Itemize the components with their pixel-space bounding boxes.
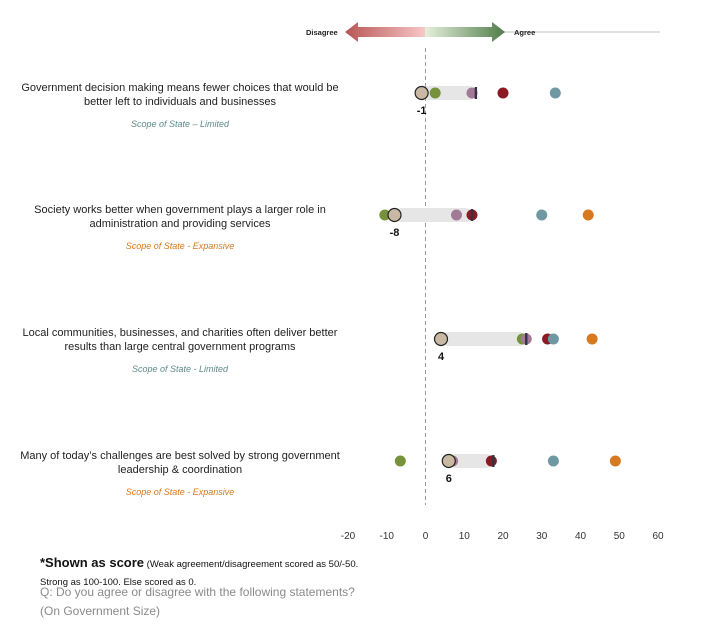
data-point [394,455,406,467]
data-point [536,209,548,221]
row-3: 4 [433,331,598,363]
x-tick-label: 20 [497,531,509,542]
highlight-value-label: -8 [390,227,400,239]
highlight-value-label: 4 [438,351,445,363]
data-point [485,455,497,467]
data-point [451,209,462,221]
highlight-point [433,331,449,347]
statement-4-category: Scope of State - Expansive [125,487,235,497]
statement-2-text: Society works better when government pla… [34,204,326,230]
statement-1: Government decision making means fewer c… [20,81,340,131]
x-tick-label: 10 [459,531,471,542]
bar-end-marker [474,87,478,99]
range-bar [441,332,527,346]
data-point [586,333,598,345]
statement-3-text: Local communities, businesses, and chari… [22,327,338,353]
highlight-value-label: -1 [417,105,427,117]
footnote-line-2: Strong as 100-100. Else scored as 0. [40,577,197,588]
agree-disagree-legend: Disagree Agree [306,22,660,42]
x-tick-label: -20 [341,531,356,542]
survey-question: Q: Do you agree or disagree with the fol… [40,583,355,621]
bar-end-marker [492,455,495,467]
disagree-arrow [345,22,425,42]
row-4: 6 [394,453,621,485]
statement-2: Society works better when government pla… [20,203,340,253]
x-tick-label: -10 [380,531,395,542]
footnote-line-1: (Weak agreement/disagreement scored as 5… [144,559,359,570]
highlight-value-label: 6 [446,473,452,485]
data-point [582,209,594,221]
data-point [497,87,509,99]
statement-1-text: Government decision making means fewer c… [21,82,339,108]
statement-4-text: Many of today’s challenges are best solv… [20,450,340,476]
x-tick-label: 50 [614,531,626,542]
x-tick-label: 60 [652,531,664,542]
statement-4: Many of today’s challenges are best solv… [20,449,340,499]
data-point [549,87,561,99]
legend-disagree-label: Disagree [306,28,338,37]
highlight-point [414,85,429,101]
row-1: -1 [414,85,561,117]
question-line-1: Q: Do you agree or disagree with the fol… [40,585,355,599]
statement-2-category: Scope of State - Expansive [125,241,235,251]
data-point [429,87,441,99]
data-point [379,209,391,221]
x-tick-label: 40 [575,531,587,542]
bar-end-marker [525,333,528,345]
x-tick-label: 30 [536,531,548,542]
row-2: -8 [379,207,594,239]
data-point [547,333,559,345]
statement-3: Local communities, businesses, and chari… [20,326,340,376]
agree-arrow [425,22,505,42]
x-tick-label: 0 [423,531,429,542]
chart-rows: -1 -8 4 6 [379,85,621,485]
range-bar [448,454,494,468]
statement-1-category: Scope of State – Limited [130,119,230,129]
data-point [609,455,621,467]
highlight-point [387,207,402,223]
data-point [547,455,559,467]
x-axis: -20 -10 0 10 20 30 40 50 60 [341,531,664,542]
legend-agree-label: Agree [514,28,535,37]
question-line-2: (On Government Size) [40,604,161,618]
highlight-point [441,453,456,469]
statement-3-category: Scope of State - Limited [131,364,229,374]
footnote-title: *Shown as score [40,555,145,570]
bar-end-marker [470,209,474,221]
score-footnote: *Shown as score (Weak agreement/disagree… [40,555,358,591]
